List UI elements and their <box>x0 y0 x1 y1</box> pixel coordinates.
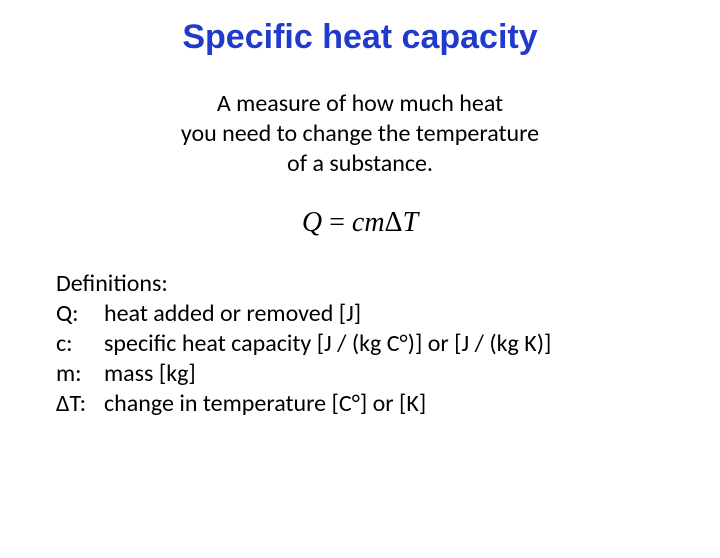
def-desc: change in temperature [C°] or [K] <box>104 389 426 419</box>
formula-Q: Q <box>302 207 322 238</box>
formula-T: T <box>403 207 419 238</box>
def-sym: ΔT: <box>56 389 104 419</box>
subtitle-block: A measure of how much heat you need to c… <box>0 89 720 179</box>
subtitle-line-1: A measure of how much heat <box>0 89 720 119</box>
def-desc: specific heat capacity [J / (kg C°)] or … <box>104 329 551 359</box>
definition-row: Q: heat added or removed [J] <box>56 299 720 329</box>
formula-eq: = <box>322 207 352 238</box>
def-sym: c: <box>56 329 104 359</box>
formula-delta: Δ <box>385 207 403 238</box>
definition-row: ΔT: change in temperature [C°] or [K] <box>56 389 720 419</box>
definitions-block: Definitions: Q: heat added or removed [J… <box>56 269 720 419</box>
def-desc: mass [kg] <box>104 359 196 389</box>
subtitle-line-3: of a substance. <box>0 149 720 179</box>
definition-row: c: specific heat capacity [J / (kg C°)] … <box>56 329 720 359</box>
definition-row: m: mass [kg] <box>56 359 720 389</box>
def-sym: m: <box>56 359 104 389</box>
slide-title: Specific heat capacity <box>0 18 720 57</box>
formula-m: m <box>364 207 384 238</box>
subtitle-line-2: you need to change the temperature <box>0 119 720 149</box>
def-desc: heat added or removed [J] <box>104 299 361 329</box>
def-sym: Q: <box>56 299 104 329</box>
definitions-heading: Definitions: <box>56 269 720 299</box>
formula-c: c <box>352 207 364 238</box>
formula: Q = cmΔT <box>0 207 720 239</box>
